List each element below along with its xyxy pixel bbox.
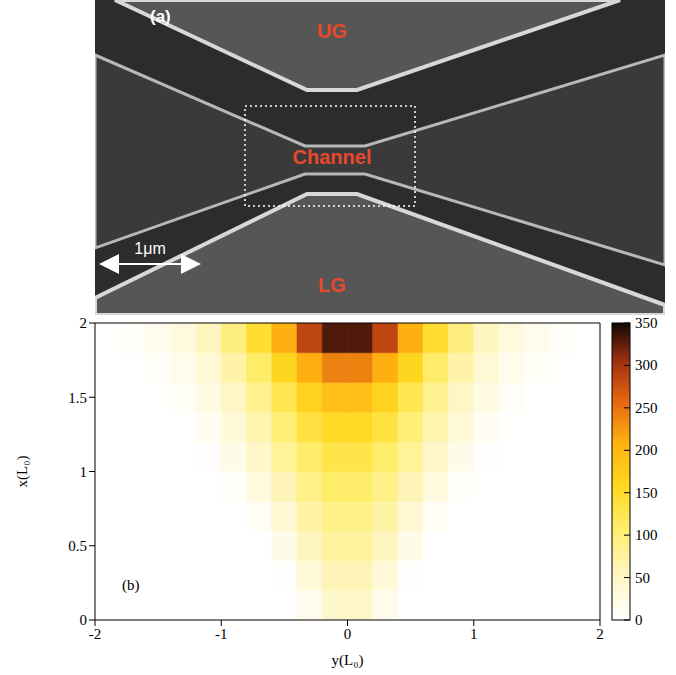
svg-text:1: 1 bbox=[80, 464, 88, 480]
svg-text:100: 100 bbox=[635, 527, 658, 543]
svg-text:0: 0 bbox=[344, 626, 352, 642]
svg-text:LG: LG bbox=[318, 274, 346, 296]
svg-text:200: 200 bbox=[635, 442, 658, 458]
svg-text:y(L₀): y(L₀) bbox=[332, 652, 364, 669]
svg-text:2: 2 bbox=[596, 626, 604, 642]
svg-text:UG: UG bbox=[317, 20, 347, 42]
svg-text:(a): (a) bbox=[150, 7, 171, 26]
svg-text:x(L₀): x(L₀) bbox=[14, 456, 31, 488]
svg-text:2: 2 bbox=[80, 315, 88, 331]
svg-text:1μm: 1μm bbox=[134, 240, 165, 257]
svg-text:1: 1 bbox=[470, 626, 478, 642]
svg-text:Channel: Channel bbox=[293, 146, 372, 168]
svg-text:150: 150 bbox=[635, 485, 658, 501]
svg-text:300: 300 bbox=[635, 357, 658, 373]
svg-text:0.5: 0.5 bbox=[68, 538, 87, 554]
svg-text:-2: -2 bbox=[89, 626, 102, 642]
svg-text:0: 0 bbox=[635, 612, 643, 628]
svg-text:1.5: 1.5 bbox=[68, 390, 87, 406]
svg-text:50: 50 bbox=[635, 570, 650, 586]
html-text:(b): (b) bbox=[122, 577, 140, 593]
svg-text:250: 250 bbox=[635, 400, 658, 416]
svg-text:0: 0 bbox=[80, 612, 88, 628]
svg-text:350: 350 bbox=[635, 315, 658, 331]
svg-text:-1: -1 bbox=[215, 626, 228, 642]
